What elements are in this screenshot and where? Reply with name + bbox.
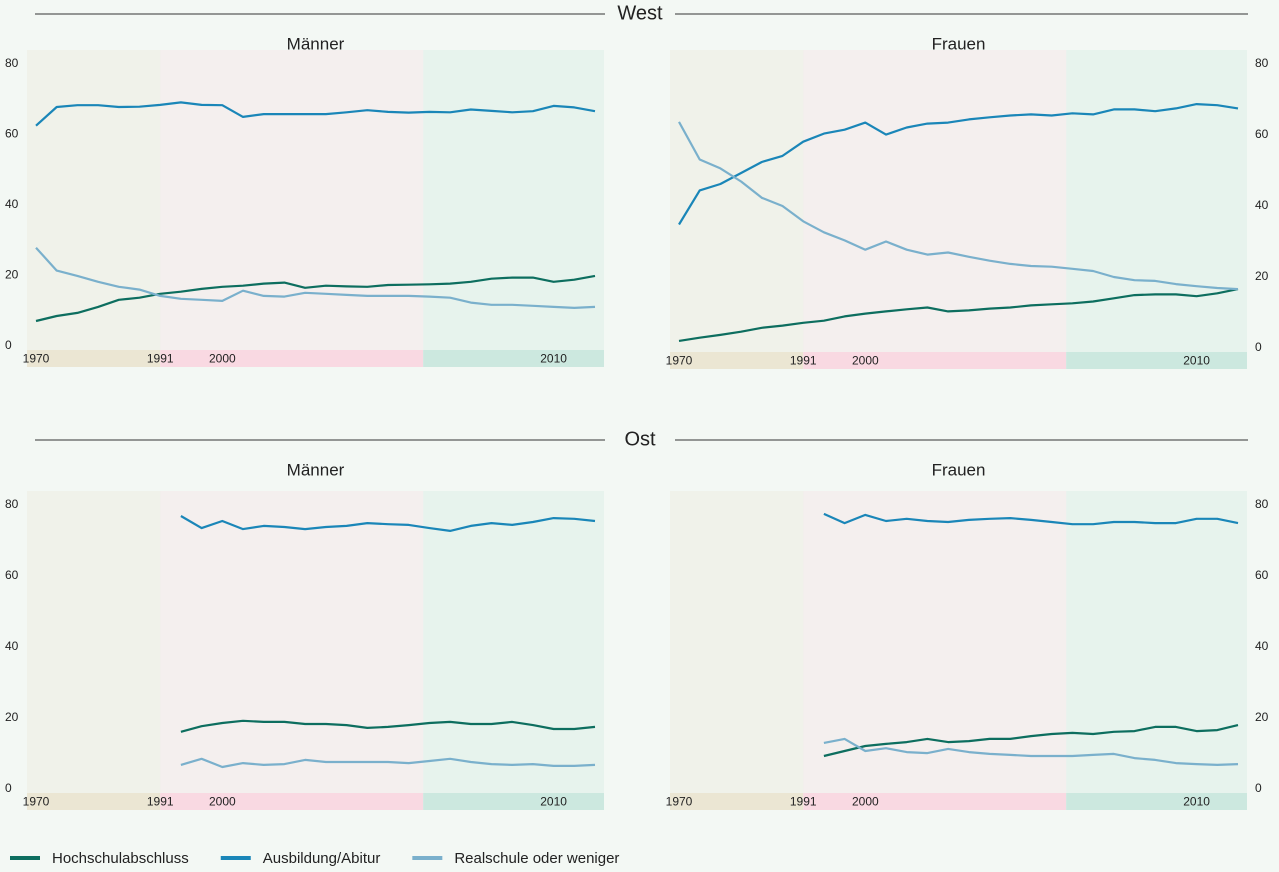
- era-band: [803, 50, 1067, 352]
- era-strip: [803, 352, 1067, 369]
- series-line: [180, 515, 596, 532]
- panel-title: Frauen: [932, 460, 986, 479]
- legend-label: Hochschulabschluss: [52, 850, 189, 867]
- y-tick-label: 60: [5, 568, 19, 582]
- era-band: [423, 50, 604, 350]
- series-line: [180, 719, 596, 733]
- era-band: [27, 50, 161, 350]
- panel-title: Männer: [287, 34, 345, 53]
- series-line: [823, 512, 1239, 526]
- era-band: [670, 491, 804, 793]
- era-band: [1066, 491, 1247, 793]
- x-tick-label: 1970: [23, 352, 50, 366]
- legend-swatch: [220, 856, 251, 860]
- era-band: [803, 491, 1067, 793]
- x-tick-label: 1991: [790, 795, 817, 809]
- y-tick-label: 20: [5, 268, 19, 282]
- era-strip: [1066, 793, 1247, 810]
- y-tick-label: 80: [1255, 497, 1269, 511]
- y-tick-label: 80: [5, 497, 19, 511]
- y-tick-label: 60: [1255, 568, 1269, 582]
- section-title: West: [617, 2, 663, 24]
- era-strip: [670, 793, 804, 810]
- x-tick-label: 2010: [1183, 795, 1210, 809]
- series-line: [35, 246, 596, 309]
- y-tick-label: 20: [5, 710, 19, 724]
- era-band: [160, 50, 424, 350]
- y-tick-label: 0: [5, 338, 12, 352]
- legend-swatch: [412, 856, 443, 860]
- x-tick-label: 2000: [852, 795, 879, 809]
- y-tick-label: 0: [1255, 340, 1262, 354]
- panel-title: Männer: [287, 460, 345, 479]
- era-band: [423, 491, 604, 793]
- y-tick-label: 80: [5, 56, 19, 70]
- era-strip: [803, 793, 1067, 810]
- era-band: [160, 491, 424, 793]
- y-tick-label: 40: [5, 197, 19, 211]
- era-strip: [423, 350, 604, 367]
- era-band: [1066, 50, 1247, 352]
- legend-label: Realschule oder weniger: [454, 850, 619, 867]
- y-tick-label: 0: [5, 781, 12, 795]
- era-band: [27, 491, 161, 793]
- legend-label: Ausbildung/Abitur: [263, 850, 381, 867]
- series-line: [678, 121, 1239, 291]
- y-tick-label: 80: [1255, 56, 1269, 70]
- y-tick-label: 60: [1255, 127, 1269, 141]
- era-band: [670, 50, 804, 352]
- y-tick-label: 20: [1255, 710, 1269, 724]
- x-tick-label: 1970: [23, 795, 50, 809]
- x-tick-label: 1970: [666, 795, 693, 809]
- era-strip: [27, 793, 161, 810]
- x-tick-label: 2000: [209, 352, 236, 366]
- y-tick-label: 0: [1255, 781, 1262, 795]
- series-line: [678, 288, 1239, 342]
- era-strip: [160, 350, 424, 367]
- era-strip: [423, 793, 604, 810]
- series-line: [678, 103, 1239, 226]
- series-line: [35, 274, 596, 323]
- era-strip: [27, 350, 161, 367]
- era-strip: [160, 793, 424, 810]
- x-tick-label: 1991: [147, 795, 174, 809]
- x-tick-label: 2010: [1183, 354, 1210, 368]
- x-tick-label: 1991: [790, 354, 817, 368]
- series-line: [35, 101, 596, 127]
- legend-swatch: [10, 856, 40, 860]
- x-tick-label: 2000: [209, 795, 236, 809]
- x-tick-label: 1991: [147, 352, 174, 366]
- series-line: [823, 724, 1239, 758]
- x-tick-label: 1970: [666, 354, 693, 368]
- y-tick-label: 60: [5, 127, 19, 141]
- era-strip: [670, 352, 804, 369]
- panel-title: Frauen: [932, 34, 986, 53]
- series-line: [823, 737, 1239, 766]
- x-tick-label: 2010: [540, 795, 567, 809]
- y-tick-label: 20: [1255, 269, 1269, 283]
- y-tick-label: 40: [1255, 639, 1269, 653]
- y-tick-label: 40: [1255, 198, 1269, 212]
- section-title: Ost: [624, 428, 656, 450]
- x-tick-label: 2010: [540, 352, 567, 366]
- x-tick-label: 2000: [852, 354, 879, 368]
- series-line: [180, 757, 596, 769]
- y-tick-label: 40: [5, 639, 19, 653]
- era-strip: [1066, 352, 1247, 369]
